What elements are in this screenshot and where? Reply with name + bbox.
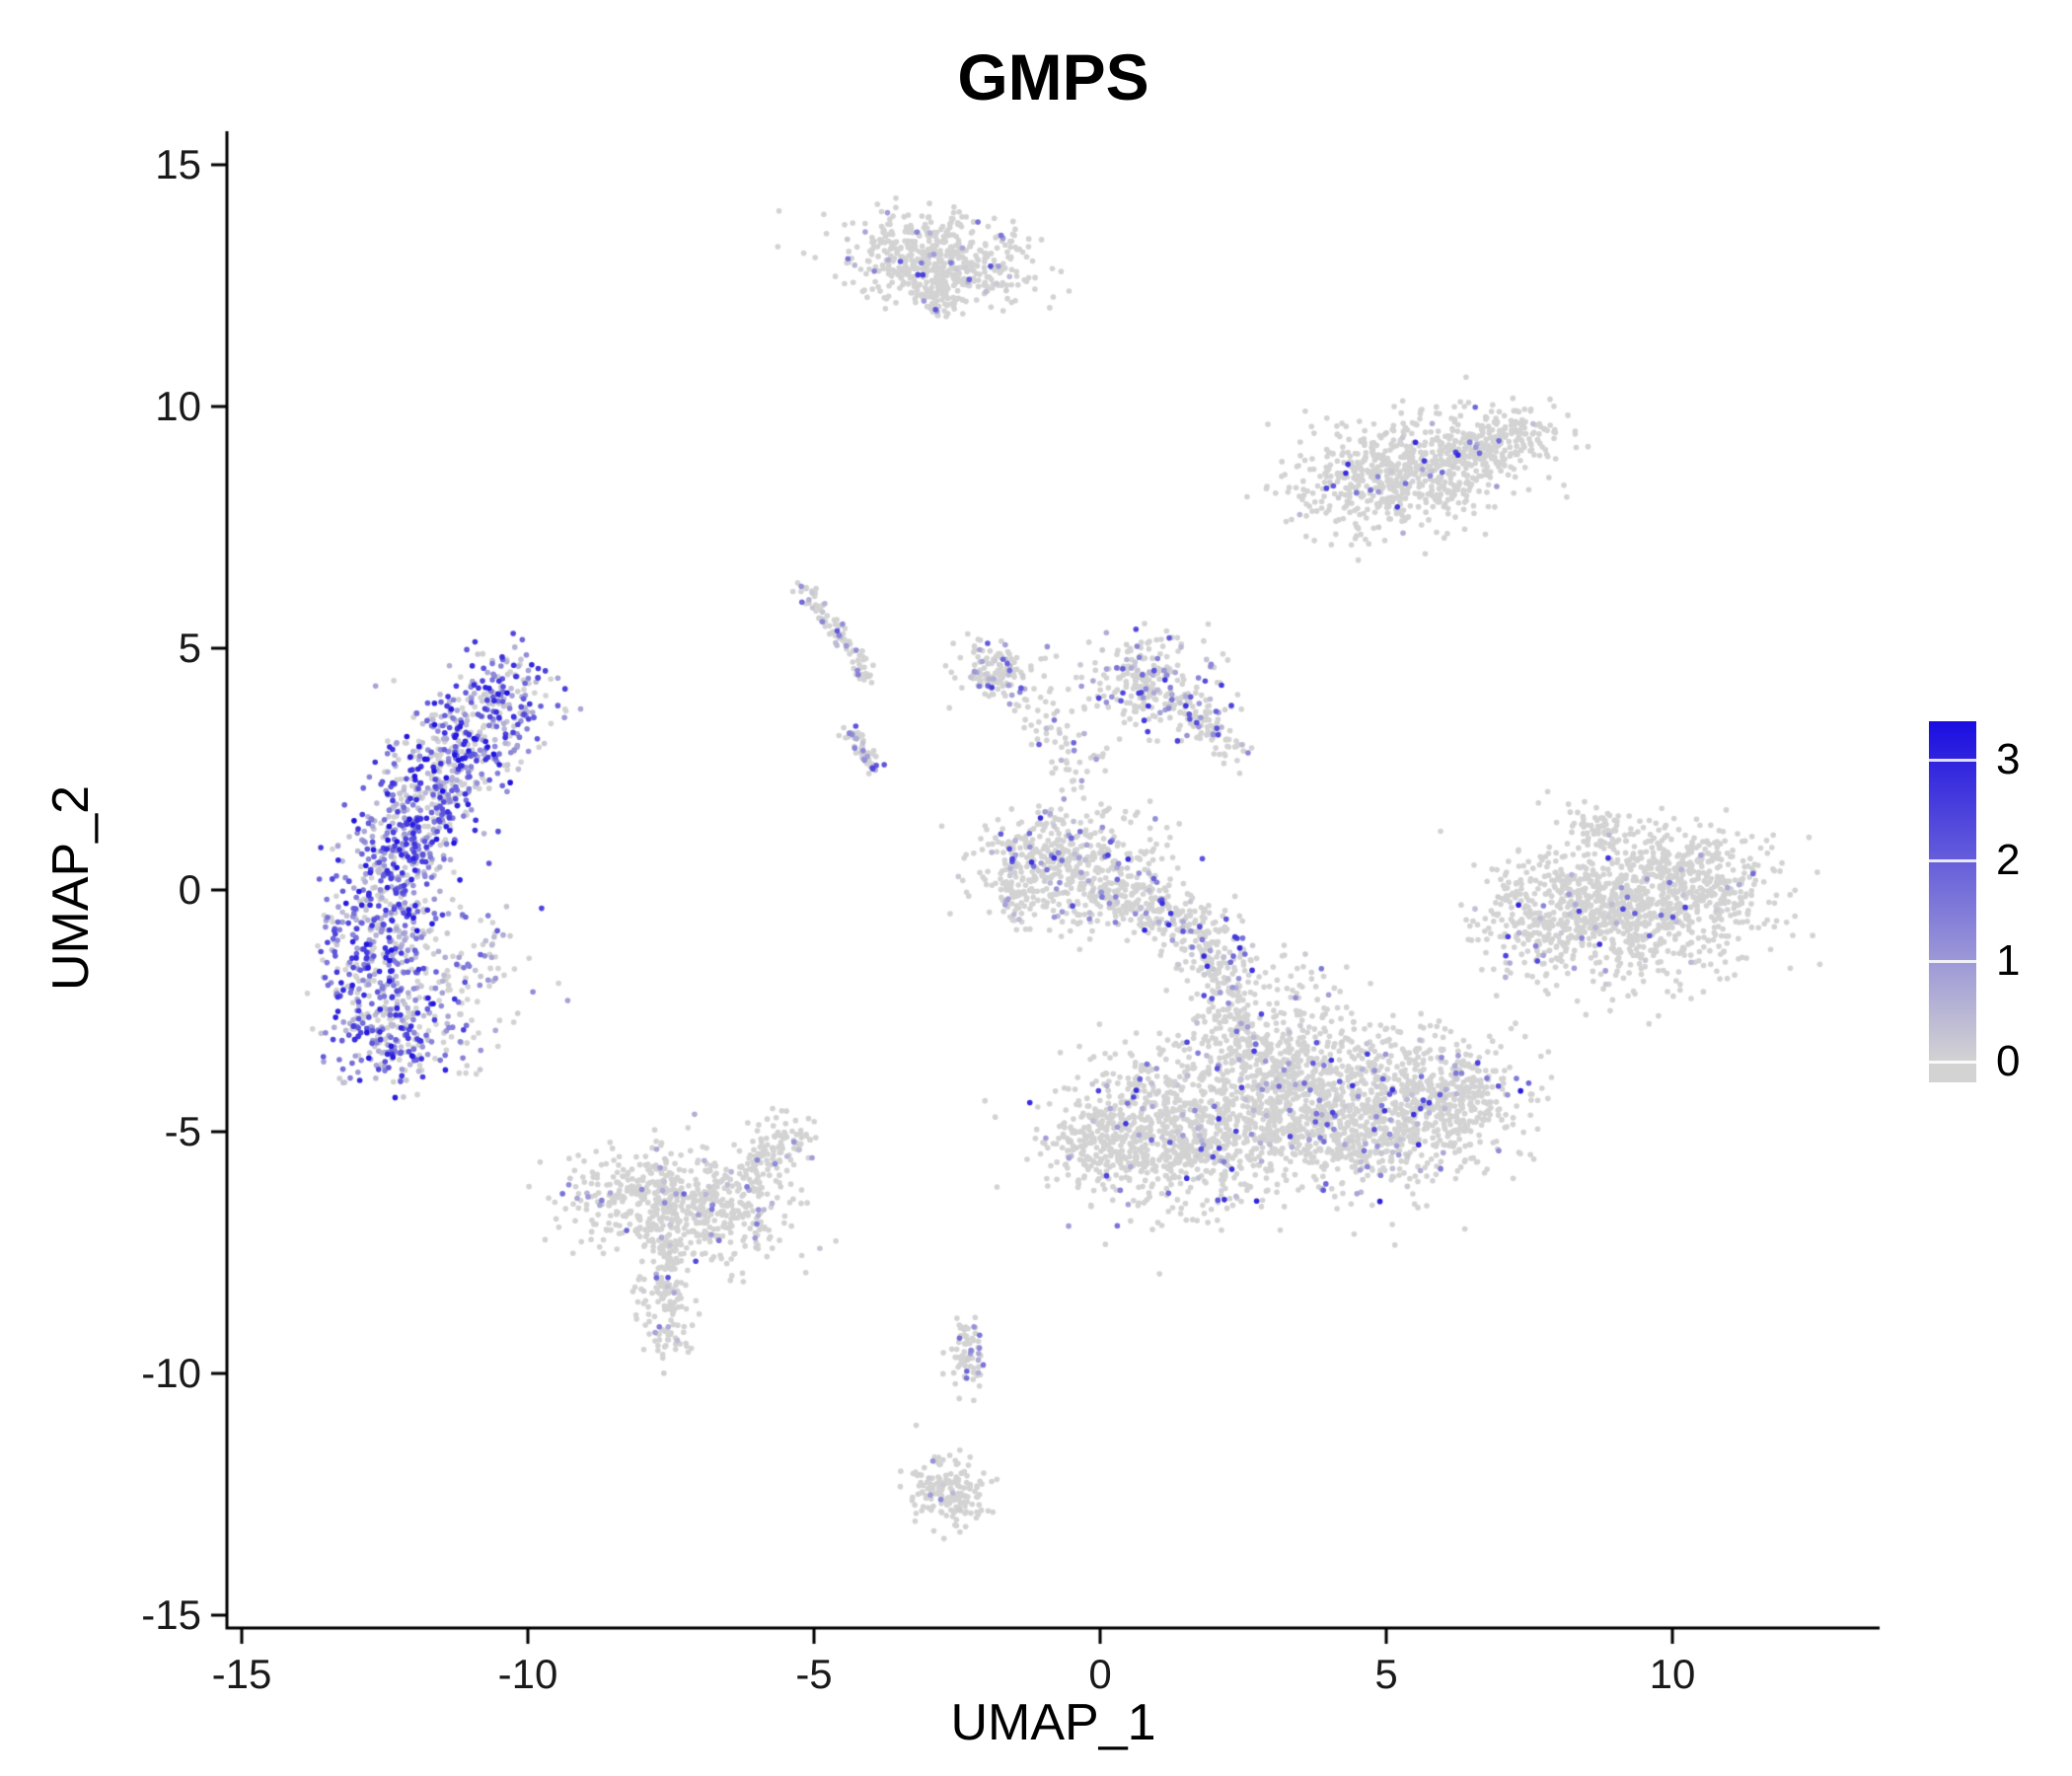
legend-tick-label: 0 [1996,1037,2021,1085]
legend-tick-mark [1929,858,1976,862]
y-tick-label: -15 [141,1591,201,1638]
legend-tick-mark [1929,959,1976,963]
legend-tick-mark [1929,758,1976,762]
legend-tick-label: 2 [1996,836,2021,884]
y-tick-label: 15 [155,140,201,187]
legend-tick-label: 3 [1996,735,2021,783]
x-tick-label: -15 [211,1651,272,1697]
y-tick-label: 10 [155,382,201,429]
x-axis-title: UMAP_1 [950,1694,1156,1751]
x-tick-label: -5 [795,1651,833,1697]
x-tick-label: 5 [1374,1651,1398,1697]
legend-tick-label: 1 [1996,936,2021,985]
x-tick-label: 0 [1088,1651,1112,1697]
y-tick-label: 0 [178,865,201,913]
x-tick-label: 10 [1649,1651,1696,1697]
y-tick-label: -10 [141,1349,201,1396]
x-tick-label: -10 [497,1651,558,1697]
legend-tick-mark [1929,1060,1976,1064]
y-tick-label: 5 [178,624,201,671]
y-tick-label: -5 [164,1107,201,1154]
plot-title: GMPS [957,40,1149,113]
legend-gradient-bar [1929,721,1976,1082]
